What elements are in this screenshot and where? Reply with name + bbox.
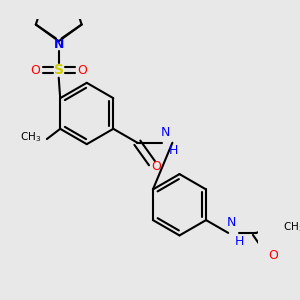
Text: N: N — [226, 216, 236, 229]
Text: CH$_3$: CH$_3$ — [20, 131, 41, 145]
Text: S: S — [54, 63, 64, 77]
Text: N: N — [160, 126, 170, 139]
Text: H: H — [169, 144, 178, 157]
Text: CH$_3$: CH$_3$ — [283, 220, 300, 234]
Text: N: N — [53, 38, 64, 51]
Text: O: O — [77, 64, 87, 77]
Text: O: O — [152, 160, 161, 172]
Text: H: H — [234, 235, 244, 248]
Text: O: O — [268, 249, 278, 262]
Text: O: O — [30, 64, 40, 77]
